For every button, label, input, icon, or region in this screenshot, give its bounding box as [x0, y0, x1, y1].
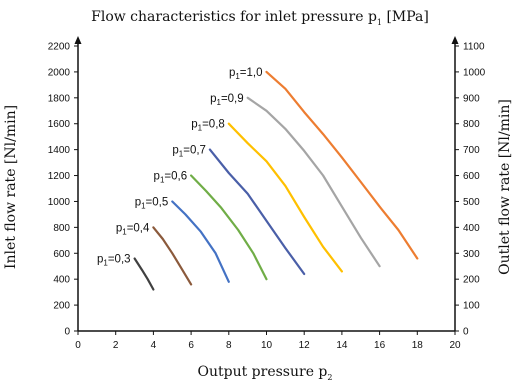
series-label: p1=0,6 [154, 171, 188, 185]
series-label-value: =0,7 [183, 145, 206, 157]
series-label: p1=0,7 [172, 145, 206, 159]
chart-title-unit: [MPa] [386, 9, 428, 25]
y2-tick-label: 500 [463, 197, 480, 208]
y-tick-label: 2200 [48, 42, 71, 53]
plot-area: 0 2 4 6 8 10 12 14 16 18 2002004006008001000120014… [48, 36, 486, 351]
series-label-name: p [210, 93, 216, 105]
chart-title-text: Flow characteristics for inlet pressure … [91, 9, 377, 25]
y2-tick-label: 400 [463, 223, 480, 234]
y2-tick-label: 900 [463, 93, 480, 104]
series-label-value: =1,0 [240, 67, 263, 79]
series-label-name: p [135, 196, 141, 208]
chart-title-sub: 1 [377, 18, 382, 27]
y-tick-label: 400 [53, 275, 70, 286]
x-tick-label: 20 [449, 340, 461, 351]
series-label-value: =0,3 [108, 253, 131, 265]
y-tick-label: 1600 [48, 119, 71, 130]
x-tick-label: 12 [299, 340, 311, 351]
series-label-value: =0,9 [221, 93, 244, 105]
series-label-sub: 1 [122, 227, 127, 236]
x-axis-title: Output pressure p2 [198, 364, 333, 382]
y-tick-label: 1800 [48, 93, 71, 104]
series-label: p1=0,5 [135, 196, 169, 210]
series-label-sub: 1 [160, 176, 165, 185]
series-label: p1=0,8 [191, 119, 225, 133]
x-axis-title-sub: 2 [327, 373, 332, 382]
series-label-value: =0,5 [146, 196, 169, 208]
x-tick-label: 14 [336, 340, 348, 351]
series-label-sub: 1 [216, 98, 221, 107]
chart-title: Flow characteristics for inlet pressure … [91, 9, 429, 27]
y-tick-label: 800 [53, 223, 70, 234]
series-label-name: p [191, 119, 197, 131]
y2-tick-label: 800 [463, 119, 480, 130]
series-line [171, 200, 230, 283]
x-tick-label: 4 [151, 340, 157, 351]
series-label: p1=0,3 [97, 253, 131, 267]
y-tick-label: 2000 [48, 67, 71, 78]
y-axis-title: Inlet flow rate [Nl/min] [3, 105, 19, 269]
series-line [246, 96, 381, 268]
x-tick-label: 8 [226, 340, 232, 351]
x-axis-title-text: Output pressure p [198, 364, 328, 380]
series-label-value: =0,8 [202, 119, 225, 131]
x-tick-label: 6 [188, 340, 194, 351]
series-label-value: =0,6 [164, 171, 187, 183]
series-label-sub: 1 [103, 258, 108, 267]
series-label-sub: 1 [179, 150, 184, 159]
y-tick-label: 1400 [48, 145, 71, 156]
series-label-name: p [154, 171, 160, 183]
y2-axis-title: Outlet flow rate [Nl/min] [497, 99, 513, 275]
y-tick-label: 0 [64, 327, 70, 338]
series-line [227, 122, 343, 273]
y-tick-label: 1000 [48, 197, 71, 208]
y2-tick-label: 100 [463, 301, 480, 312]
y-tick-label: 600 [53, 249, 70, 260]
series-label-name: p [97, 253, 103, 265]
series-label: p1=1,0 [229, 67, 263, 81]
y2-tick-label: 200 [463, 275, 480, 286]
series-line [152, 226, 193, 286]
y2-tick-label: 600 [463, 171, 480, 182]
y2-axis-arrow [451, 36, 459, 44]
series-label-name: p [229, 67, 235, 79]
series-label: p1=0,4 [116, 222, 150, 236]
y-tick-label: 1200 [48, 171, 71, 182]
series-label: p1=0,9 [210, 93, 244, 107]
y2-tick-label: 1000 [463, 67, 486, 78]
series-line [208, 148, 306, 276]
series-line [133, 257, 155, 291]
x-tick-label: 2 [113, 340, 119, 351]
series-label-sub: 1 [198, 124, 203, 133]
y2-tick-label: 700 [463, 145, 480, 156]
series-line [190, 174, 268, 281]
series-label-value: =0,4 [127, 222, 150, 234]
x-tick-label: 16 [374, 340, 386, 351]
y2-tick-label: 300 [463, 249, 480, 260]
series-line [265, 70, 419, 260]
x-tick-label: 10 [261, 340, 273, 351]
y-tick-label: 200 [53, 301, 70, 312]
series-label-sub: 1 [141, 201, 146, 210]
series-label-name: p [172, 145, 178, 157]
y-axis-arrow [74, 36, 82, 44]
x-tick-label: 0 [75, 340, 81, 351]
series-label-sub: 1 [235, 72, 240, 81]
series-label-name: p [116, 222, 122, 234]
y2-tick-label: 1100 [463, 42, 485, 53]
x-tick-label: 18 [412, 340, 424, 351]
y2-tick-label: 0 [463, 327, 469, 338]
